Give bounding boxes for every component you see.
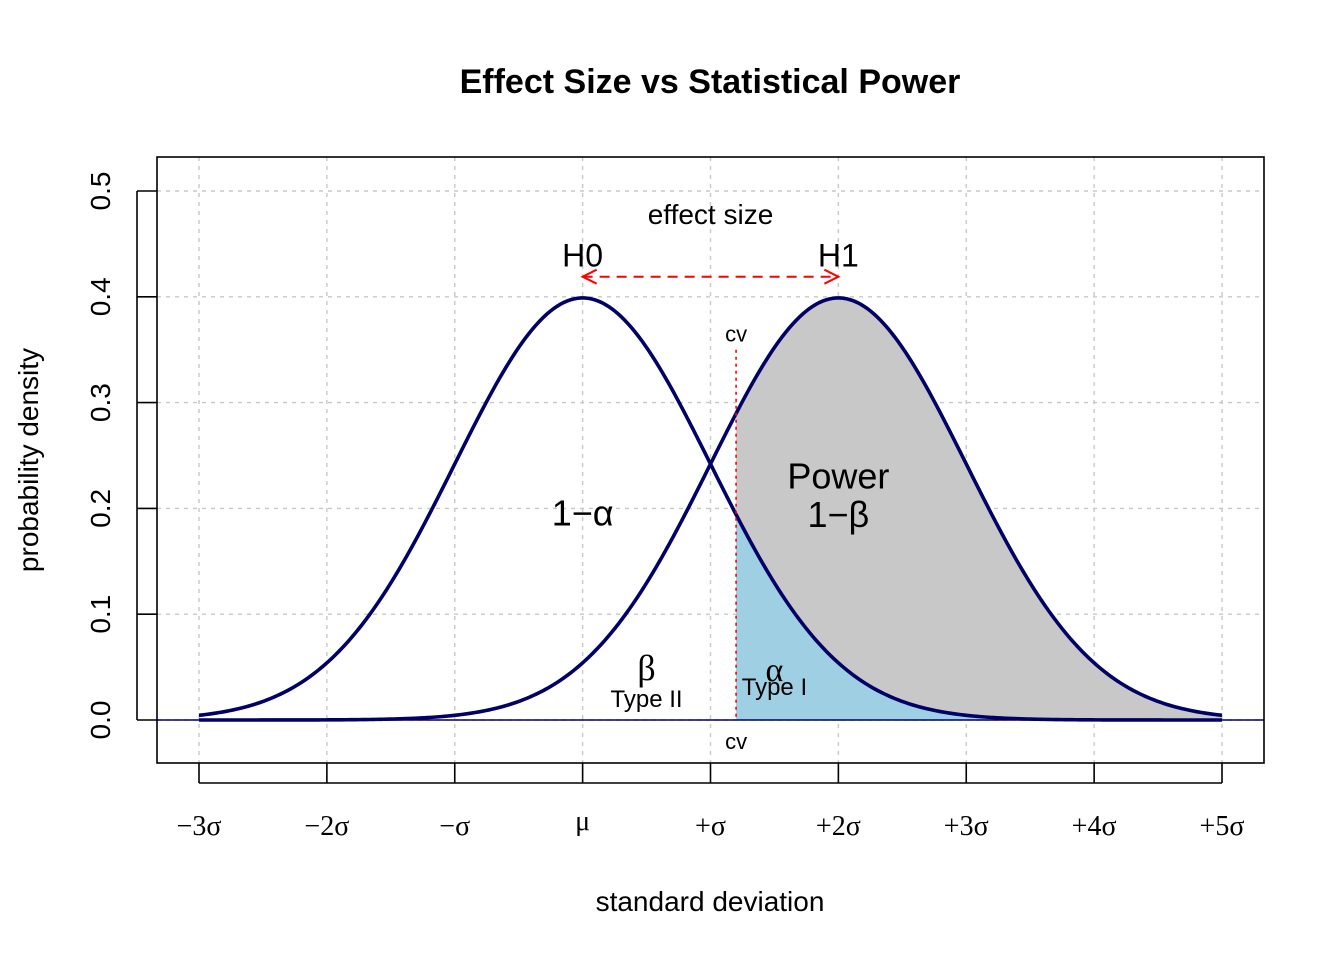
alpha-region [736,514,1222,720]
effect-size-arrow [580,268,841,285]
y-tick-label: 0.5 [85,172,116,211]
type-i-label: Type I [742,674,807,701]
effect-arrow-head-left [580,268,598,285]
x-tick-label: −2σ [304,811,349,842]
y-tick-label: 0.4 [85,277,116,316]
effect-size-label: effect size [648,199,774,230]
x-tick-label: +σ [695,811,726,842]
x-tick-label: μ [575,806,590,837]
chart-title: Effect Size vs Statistical Power [460,63,961,101]
x-tick-label: −3σ [177,811,222,842]
alpha-symbol: α [766,652,784,689]
power-formula: 1−β [807,494,869,535]
x-tick-label: +5σ [1200,811,1245,842]
cv-label-top: cv [725,322,747,347]
type-ii-label: Type II [611,686,683,713]
y-axis-label: probability density [13,348,44,572]
x-tick-label: +3σ [944,811,989,842]
x-axis: −3σ −2σ −σ μ +σ +2σ +3σ +4σ +5σ [177,763,1245,842]
cv-label-bottom: cv [725,729,747,754]
y-axis: 0.0 0.1 0.2 0.3 0.4 0.5 [85,172,157,740]
x-tick-label: +4σ [1072,811,1117,842]
h0-label: H0 [562,237,603,273]
y-tick-label: 0.2 [85,489,116,528]
power-region [736,297,1222,720]
one-minus-alpha-label: 1−α [552,493,614,534]
x-tick-label: −σ [439,811,470,842]
effect-arrow-head-right [823,268,841,285]
y-tick-label: 0.1 [85,595,116,634]
x-axis-label: standard deviation [596,886,825,917]
h1-curve [199,296,1223,722]
y-tick-label: 0.0 [85,701,116,740]
beta-symbol: β [637,648,655,688]
y-tick-label: 0.3 [85,383,116,422]
power-label: Power [787,456,889,497]
x-tick-label: +2σ [816,811,861,842]
h1-label: H1 [818,237,859,273]
